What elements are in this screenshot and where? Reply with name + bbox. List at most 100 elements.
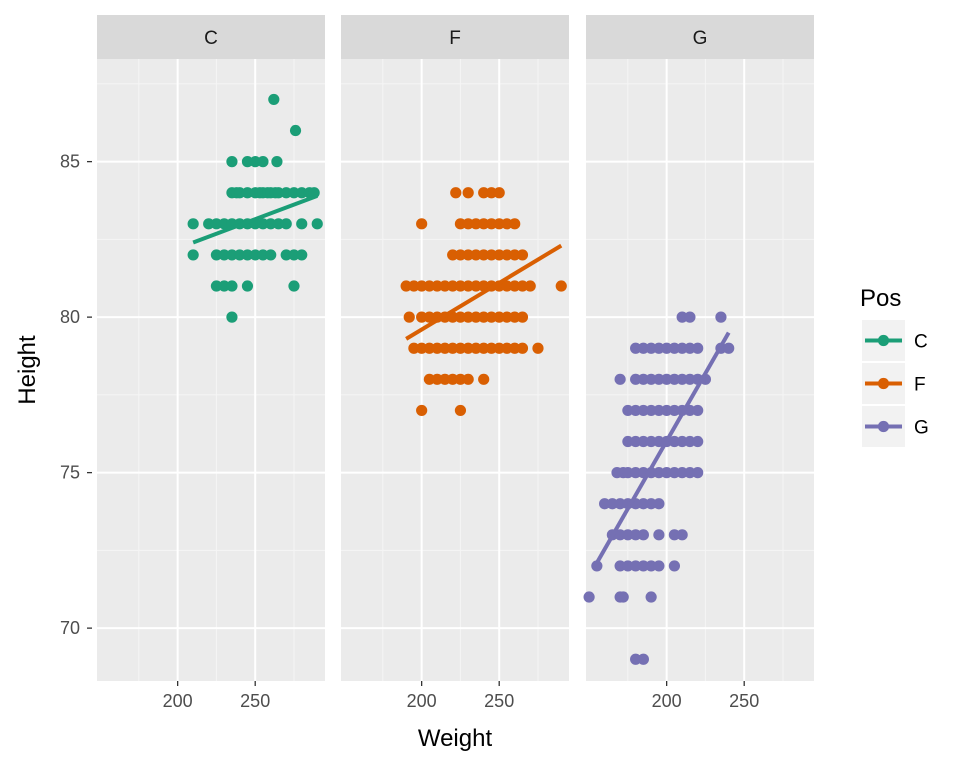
data-point (485, 342, 498, 354)
data-point (400, 280, 412, 292)
data-point (509, 311, 521, 323)
data-point (470, 311, 482, 323)
data-point (501, 342, 513, 354)
data-point (661, 467, 673, 479)
data-point (416, 342, 428, 354)
data-point (645, 373, 657, 385)
data-point (454, 218, 467, 230)
data-point (454, 404, 467, 417)
y-tick-label: 80 (60, 307, 80, 327)
data-point (637, 404, 649, 417)
data-point (637, 373, 649, 385)
data-point (210, 218, 223, 230)
facet-strip-label: F (449, 28, 461, 49)
facet-strip-label: G (693, 28, 708, 49)
data-point (470, 342, 482, 354)
data-point (622, 529, 634, 541)
facet-strip-label: C (204, 28, 218, 49)
data-point (493, 342, 505, 354)
legend-label: G (914, 418, 929, 439)
data-point (218, 249, 230, 261)
data-point (509, 249, 521, 261)
data-point (485, 311, 498, 323)
data-point (280, 249, 292, 261)
legend-key-point (877, 334, 890, 347)
data-point (439, 280, 451, 292)
data-point (637, 653, 649, 665)
data-point (645, 498, 657, 510)
data-point (234, 187, 246, 199)
data-point (614, 498, 626, 510)
data-point (653, 342, 665, 354)
data-point (416, 404, 428, 417)
data-point (241, 187, 254, 199)
data-point (241, 249, 254, 261)
data-point (509, 218, 521, 230)
data-point (684, 467, 696, 479)
data-point (249, 249, 261, 261)
data-point (218, 280, 230, 292)
data-point (462, 187, 474, 199)
data-point (187, 218, 199, 230)
x-tick-label: 250 (240, 691, 270, 711)
data-point (653, 404, 665, 417)
data-point (668, 373, 681, 385)
data-point (257, 218, 269, 230)
panel-background (341, 59, 569, 681)
data-point (676, 342, 688, 354)
data-point (622, 560, 634, 572)
data-point (288, 187, 300, 199)
data-point (645, 404, 657, 417)
legend-key-point (877, 420, 890, 433)
data-point (684, 342, 696, 354)
data-point (653, 560, 665, 572)
legend-label: F (914, 375, 926, 396)
data-point (591, 560, 603, 572)
data-point (684, 435, 696, 448)
data-point (462, 373, 474, 385)
data-point (501, 280, 513, 292)
data-point (423, 280, 436, 292)
data-point (661, 373, 673, 385)
data-point (485, 249, 498, 261)
data-point (226, 249, 238, 261)
facet-strip (341, 15, 569, 59)
data-point (478, 187, 490, 199)
data-point (265, 249, 277, 261)
data-point (516, 280, 529, 292)
data-point (645, 342, 657, 354)
data-point (493, 249, 505, 261)
data-point (226, 311, 238, 323)
data-point (241, 156, 254, 168)
fit-line (595, 331, 731, 564)
x-tick-label: 250 (484, 691, 514, 711)
legend: Pos C F G (860, 285, 929, 447)
data-point (599, 498, 611, 510)
data-point (462, 249, 474, 261)
data-point (447, 373, 459, 385)
data-point (416, 218, 428, 230)
data-point (637, 498, 649, 510)
data-point (723, 342, 735, 354)
data-point (408, 342, 420, 354)
data-point (622, 404, 634, 417)
data-point (268, 93, 280, 106)
data-point (454, 249, 467, 261)
data-point (583, 591, 595, 603)
data-point (516, 342, 529, 354)
fit-line (192, 193, 318, 245)
data-point (257, 156, 269, 168)
data-point (501, 249, 513, 261)
y-tick-label: 70 (60, 618, 80, 638)
data-point (637, 560, 649, 572)
data-point (257, 249, 269, 261)
data-point (630, 404, 642, 417)
data-point (524, 280, 536, 292)
data-point (676, 311, 688, 323)
data-point (280, 218, 292, 230)
data-point (676, 529, 688, 541)
x-tick-label: 200 (652, 691, 682, 711)
data-point (454, 311, 467, 323)
data-point (668, 560, 681, 572)
data-point (470, 249, 482, 261)
